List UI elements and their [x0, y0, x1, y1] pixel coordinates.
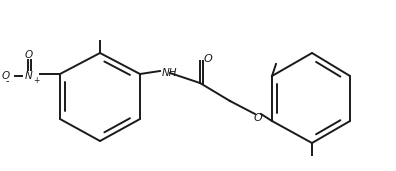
Text: O: O	[25, 50, 33, 60]
Text: N: N	[24, 71, 32, 81]
Text: O: O	[253, 113, 263, 123]
Text: O: O	[2, 71, 10, 81]
Text: -: -	[6, 76, 9, 86]
Text: +: +	[33, 76, 39, 85]
Text: O: O	[204, 54, 212, 64]
Text: NH: NH	[162, 68, 177, 78]
